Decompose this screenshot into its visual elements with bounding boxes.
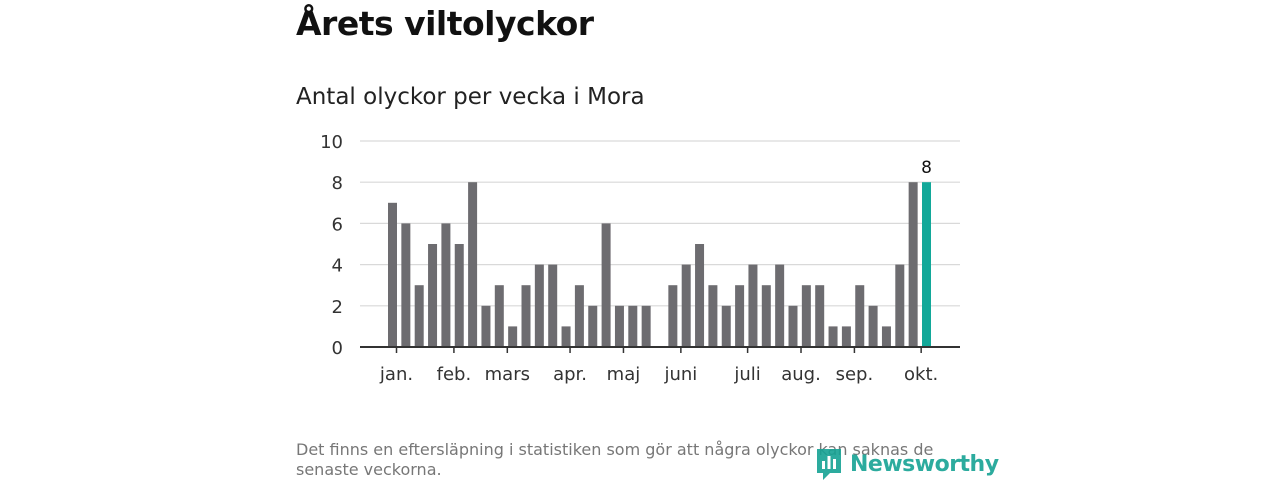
bar <box>574 285 584 347</box>
bar <box>534 264 544 347</box>
x-tick-label: jan. <box>379 364 413 385</box>
bar <box>494 285 504 347</box>
bar <box>841 326 851 347</box>
axis-labels: 0 2 4 6 8 10 8 jan. feb. mars apr. maj juni juli aug. s… <box>320 132 938 385</box>
axis-ticks <box>395 347 922 353</box>
bar <box>681 264 691 347</box>
y-tick-label: 6 <box>332 214 343 235</box>
y-tick-label: 8 <box>332 173 343 194</box>
bar <box>521 285 531 347</box>
chart-subtitle: Antal olyckor per vecka i Mora <box>296 84 645 110</box>
x-tick-label: juli <box>733 364 760 385</box>
bar <box>548 264 558 347</box>
bar <box>508 326 518 347</box>
x-tick-label: sep. <box>836 364 874 385</box>
bar <box>401 223 411 347</box>
bar <box>601 223 611 347</box>
bar <box>414 285 424 347</box>
x-tick-label: aug. <box>781 364 821 385</box>
y-tick-label: 10 <box>320 132 343 153</box>
bar <box>761 285 771 347</box>
bar <box>881 326 891 347</box>
bar <box>561 326 571 347</box>
bar <box>735 285 745 347</box>
bar <box>908 182 918 347</box>
brand-name: Newsworthy <box>850 451 999 477</box>
x-tick-label: mars <box>485 364 530 385</box>
bar <box>614 305 624 347</box>
x-tick-label: okt. <box>904 364 938 385</box>
bar <box>868 305 878 347</box>
highlight-value-label: 8 <box>921 158 932 178</box>
bar <box>788 305 798 347</box>
x-tick-label: feb. <box>437 364 472 385</box>
bar <box>481 305 491 347</box>
x-tick-label: apr. <box>553 364 587 385</box>
bar-chart: 0 2 4 6 8 10 8 jan. feb. mars apr. maj juni juli aug. s… <box>320 132 960 385</box>
bar <box>695 244 705 347</box>
bar <box>895 264 905 347</box>
bar <box>468 182 478 347</box>
bar <box>454 244 464 347</box>
bar <box>775 264 785 347</box>
bars <box>388 182 931 347</box>
newsworthy-logo-icon <box>817 449 841 480</box>
bar <box>721 305 731 347</box>
bar <box>815 285 825 347</box>
y-tick-label: 2 <box>332 297 343 318</box>
bar <box>668 285 678 347</box>
bar <box>748 264 758 347</box>
bar <box>428 244 438 347</box>
bar <box>801 285 811 347</box>
bar <box>708 285 718 347</box>
bar <box>588 305 598 347</box>
x-tick-label: juni <box>663 364 697 385</box>
bar <box>641 305 651 347</box>
footnote: Det finns en eftersläpning i statistiken… <box>296 440 934 479</box>
y-tick-label: 4 <box>332 256 343 277</box>
bar-highlight <box>922 182 931 347</box>
bar <box>855 285 865 347</box>
x-tick-label: maj <box>607 364 641 385</box>
brand-logo: Newsworthy <box>814 447 999 481</box>
bar <box>388 202 397 347</box>
bar <box>628 305 638 347</box>
y-tick-label: 0 <box>332 338 343 359</box>
page-title: Årets viltolyckor <box>296 4 594 43</box>
bar <box>828 326 838 347</box>
bar <box>441 223 451 347</box>
